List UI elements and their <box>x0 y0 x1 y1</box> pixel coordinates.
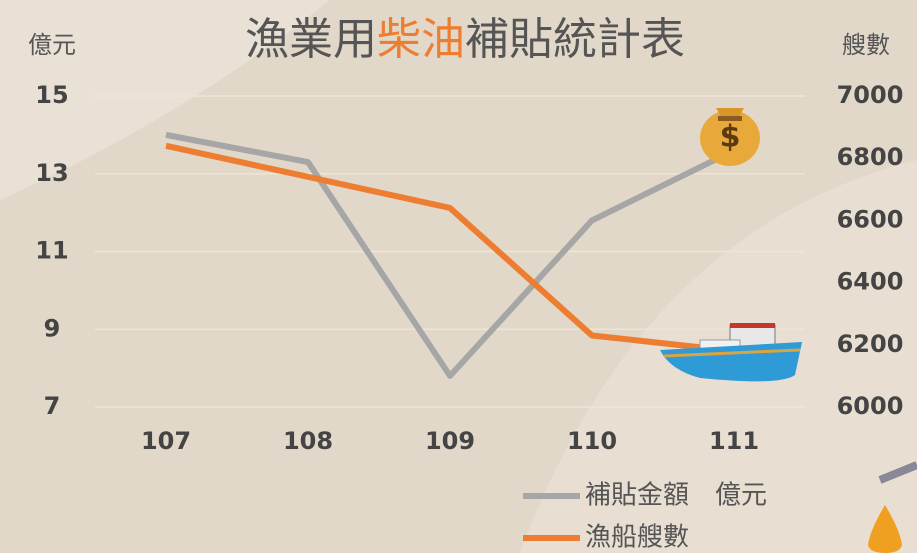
title-part: 漁業用 <box>245 14 377 65</box>
y-tick-label: 13 <box>35 159 68 187</box>
y-axis-label: 億元 <box>28 31 76 59</box>
y-tick-label: 7 <box>44 392 61 420</box>
y2-tick-label: 7000 <box>837 81 904 109</box>
x-tick-label: 110 <box>567 427 617 455</box>
y2-tick-label: 6400 <box>837 268 904 296</box>
y2-tick-label: 6000 <box>837 392 904 420</box>
legend-label: 漁船艘數 <box>585 523 689 553</box>
y2-tick-label: 6200 <box>837 330 904 358</box>
title-part: 柴油 <box>377 14 465 65</box>
y-tick-label: 11 <box>35 237 68 265</box>
x-tick-label: 111 <box>709 427 759 455</box>
x-tick-label: 109 <box>425 427 475 455</box>
y-tick-label: 15 <box>35 81 68 109</box>
y2-tick-label: 6800 <box>837 143 904 171</box>
y2-axis-label: 艘數 <box>842 31 890 59</box>
chart: 漁業用柴油補貼統計表 億元 艘數 7 9 11 13 15 6000 6200 6400 660… <box>0 0 917 553</box>
legend-label: 補貼金額 億元 <box>585 481 767 511</box>
svg-text:$: $ <box>720 120 741 155</box>
title-part: 補貼統計表 <box>465 14 685 65</box>
x-tick-label: 108 <box>283 427 333 455</box>
y-tick-label: 9 <box>44 314 61 342</box>
chart-title: 漁業用柴油補貼統計表 <box>245 14 685 65</box>
x-tick-label: 107 <box>141 427 191 455</box>
y2-tick-label: 6600 <box>837 205 904 233</box>
